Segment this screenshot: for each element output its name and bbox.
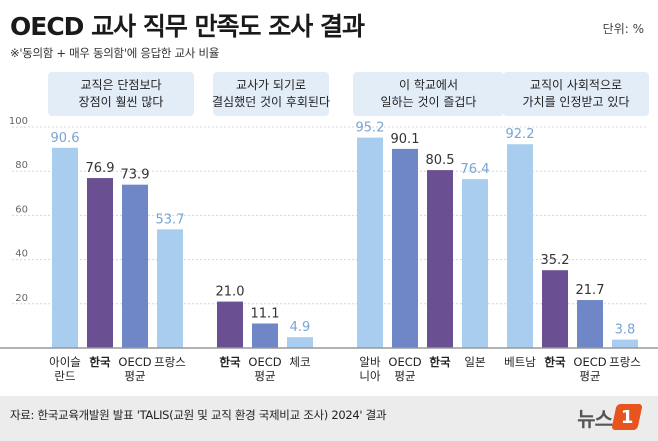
value-label: 92.2 — [506, 127, 535, 142]
category-label: 니아 — [359, 369, 381, 383]
group-header-panel — [353, 72, 504, 116]
category-label: 베트남 — [504, 355, 536, 369]
logo-mark: 1 — [620, 406, 634, 428]
unit-label: 단위: % — [602, 22, 644, 36]
bar — [392, 148, 418, 348]
bar — [87, 178, 113, 348]
group-header-text: 교사가 되기로 — [236, 78, 306, 92]
category-label: 알바 — [359, 355, 381, 369]
bar — [427, 170, 453, 348]
category-label: 평균 — [124, 369, 145, 383]
category-label: 프랑스 — [154, 355, 186, 369]
category-label: 평균 — [579, 369, 600, 383]
category-label: 프랑스 — [609, 355, 641, 369]
group-header-panel — [213, 72, 329, 116]
group-header-panel — [48, 72, 194, 116]
bar — [507, 144, 533, 348]
source-note: 자료: 한국교육개발원 발표 'TALIS(교원 및 교직 환경 국제비교 조사… — [10, 408, 387, 422]
category-label: 한국 — [89, 355, 111, 369]
category-label: OECD — [573, 355, 606, 369]
logo-badge: 1 — [611, 404, 643, 430]
logo-text: 뉴스 — [577, 406, 613, 431]
bar — [287, 337, 313, 348]
value-label: 76.9 — [86, 161, 115, 176]
y-tick-label: 40 — [15, 249, 28, 260]
value-label: 21.7 — [576, 283, 605, 298]
category-label: 한국 — [429, 355, 451, 369]
group-header-panel — [503, 72, 649, 116]
chart-title: OECD 교사 직무 만족도 조사 결과 — [10, 12, 365, 41]
footer-bar — [0, 396, 658, 441]
category-label: 평균 — [254, 369, 275, 383]
bar — [157, 229, 183, 348]
bar — [52, 147, 78, 348]
group-header-text: 결심했던 것이 후회된다 — [212, 95, 330, 109]
value-label: 90.1 — [391, 132, 420, 147]
category-label: OECD — [118, 355, 151, 369]
bar — [542, 270, 568, 348]
value-label: 80.5 — [426, 153, 455, 168]
bar — [217, 301, 243, 348]
bar — [357, 137, 383, 348]
value-label: 95.2 — [356, 121, 385, 136]
value-label: 73.9 — [121, 168, 150, 183]
group-header-text: 교직은 단점보다 — [80, 78, 161, 92]
y-tick-label: 60 — [15, 204, 28, 215]
chart-subtitle: ※'동의함 + 매우 동의함'에 응답한 교사 비율 — [10, 46, 220, 60]
y-tick-label: 80 — [15, 160, 28, 171]
category-label: 란드 — [54, 369, 75, 383]
value-label: 11.1 — [251, 306, 280, 321]
bar — [252, 323, 278, 348]
value-label: 53.7 — [156, 212, 185, 227]
y-tick-label: 20 — [15, 293, 28, 304]
bar — [462, 179, 488, 348]
value-label: 3.8 — [615, 323, 636, 338]
value-label: 90.6 — [51, 131, 80, 146]
bar — [122, 184, 148, 348]
bar — [577, 300, 603, 348]
bar — [612, 339, 638, 348]
group-header-text: 이 학교에서 — [399, 78, 458, 92]
group-header-text: 장점이 훨씬 많다 — [79, 95, 164, 109]
value-label: 4.9 — [290, 320, 311, 335]
value-label: 35.2 — [541, 253, 570, 268]
category-label: OECD — [388, 355, 421, 369]
group-header-text: 가치를 인정받고 있다 — [523, 95, 630, 109]
category-label: OECD — [248, 355, 281, 369]
category-label: 체코 — [289, 355, 310, 369]
value-label: 21.0 — [216, 285, 245, 300]
category-label: 한국 — [219, 355, 241, 369]
category-label: 일본 — [464, 355, 485, 369]
category-label: 아이슬 — [49, 355, 81, 369]
group-header-text: 교직이 사회적으로 — [530, 78, 622, 92]
y-tick-label: 100 — [9, 116, 28, 127]
value-label: 76.4 — [461, 162, 490, 177]
news1-logo: 뉴스 1 — [577, 402, 643, 432]
category-label: 평균 — [394, 369, 415, 383]
category-label: 한국 — [544, 355, 566, 369]
group-header-text: 일하는 것이 즐겁다 — [381, 95, 477, 109]
